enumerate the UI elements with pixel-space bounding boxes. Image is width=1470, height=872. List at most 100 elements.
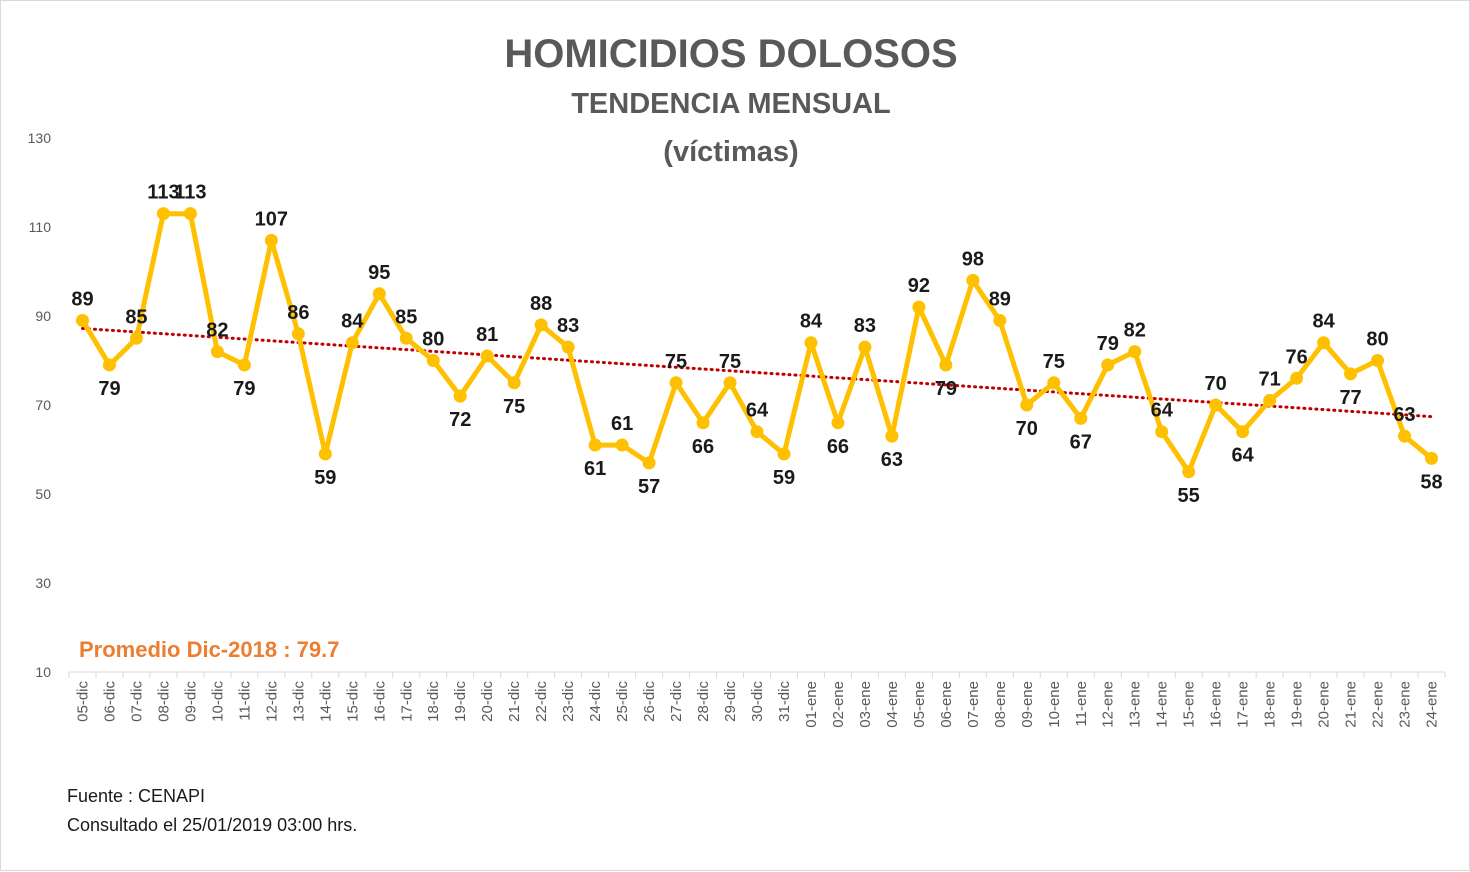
x-tick-label: 15-dic xyxy=(344,681,361,722)
series-layer xyxy=(75,207,1439,479)
data-point xyxy=(534,318,548,332)
data-point xyxy=(966,273,980,287)
x-tick-label: 20-ene xyxy=(1316,681,1333,728)
x-tick-label: 11-ene xyxy=(1073,681,1090,727)
x-tick-label: 17-ene xyxy=(1235,681,1252,728)
data-point xyxy=(102,358,116,372)
y-tick-label: 110 xyxy=(29,219,52,235)
x-tick-label: 05-dic xyxy=(74,681,91,722)
data-label: 75 xyxy=(665,351,687,373)
x-axis: 05-dic 06-dic 07-dic 08-dic 09-dic 10-dic 11-d… xyxy=(68,671,1446,728)
x-tick-label: 28-dic xyxy=(695,681,712,722)
data-label-layer: 8979851131138279107865984958580728175888… xyxy=(71,182,1442,507)
x-tick-label: 20-dic xyxy=(479,681,496,722)
x-tick-label: 17-dic xyxy=(398,681,415,722)
chart-subtitle: TENDENCIA MENSUAL xyxy=(571,88,891,120)
data-point xyxy=(372,287,386,301)
data-label: 70 xyxy=(1205,373,1227,395)
data-label: 107 xyxy=(255,208,288,230)
data-point xyxy=(1020,398,1034,412)
x-tick-label: 12-dic xyxy=(263,681,280,722)
data-point xyxy=(507,376,521,390)
data-label: 55 xyxy=(1178,485,1200,507)
data-point xyxy=(615,438,629,452)
y-axis: 10 30 50 70 90 110 130 xyxy=(28,130,52,680)
data-label: 59 xyxy=(773,467,795,489)
data-point xyxy=(1425,451,1439,465)
data-point xyxy=(1209,398,1223,412)
x-tick-label: 10-ene xyxy=(1046,681,1063,728)
data-label: 92 xyxy=(908,275,930,297)
data-point xyxy=(1317,336,1331,350)
x-tick-label: 13-ene xyxy=(1127,681,1144,728)
data-point xyxy=(237,358,251,372)
x-tick-label: 02-ene xyxy=(830,681,847,728)
x-tick-label: 06-ene xyxy=(938,681,955,728)
data-point xyxy=(1074,411,1088,425)
data-label: 80 xyxy=(1366,329,1388,351)
y-tick-label: 30 xyxy=(35,575,51,591)
x-tick-label: 08-ene xyxy=(992,681,1009,728)
x-tick-label: 24-ene xyxy=(1424,681,1441,728)
y-tick-label: 90 xyxy=(35,308,51,324)
data-label: 98 xyxy=(962,248,984,270)
data-label: 113 xyxy=(147,182,179,204)
x-tick-label: 16-ene xyxy=(1208,681,1225,728)
x-tick-label: 14-dic xyxy=(317,681,334,722)
data-point xyxy=(1155,425,1169,439)
x-tick-label: 23-dic xyxy=(560,681,577,722)
x-tick-label: 09-dic xyxy=(182,681,199,722)
x-tick-label: 10-dic xyxy=(209,681,226,722)
data-label: 64 xyxy=(1151,400,1174,422)
data-point xyxy=(1236,425,1250,439)
data-label: 76 xyxy=(1285,346,1307,368)
data-label: 83 xyxy=(854,315,876,337)
data-point xyxy=(588,438,602,452)
data-point xyxy=(399,331,413,345)
data-point xyxy=(723,376,737,390)
data-point xyxy=(480,349,494,363)
data-label: 64 xyxy=(746,400,769,422)
x-tick-label: 04-ene xyxy=(884,681,901,728)
x-tick-label: 09-ene xyxy=(1019,681,1036,728)
data-label: 86 xyxy=(287,302,309,324)
data-point xyxy=(345,336,359,350)
data-point xyxy=(750,425,764,439)
x-tick-label: 05-ene xyxy=(911,681,928,728)
trendline xyxy=(80,326,1434,419)
data-label: 63 xyxy=(1393,404,1415,426)
x-tick-label: 19-dic xyxy=(452,681,469,722)
y-tick-label: 10 xyxy=(35,664,51,680)
data-label: 59 xyxy=(314,467,336,489)
data-point xyxy=(561,340,575,354)
data-label: 88 xyxy=(530,293,552,315)
data-point xyxy=(777,447,791,461)
x-tick-label: 18-dic xyxy=(425,681,442,722)
x-tick-label: 06-dic xyxy=(101,681,118,722)
data-label: 66 xyxy=(692,436,714,458)
x-tick-label: 31-dic xyxy=(776,681,793,722)
data-label: 113 xyxy=(174,182,206,204)
data-label: 95 xyxy=(368,262,390,284)
x-tick-label: 24-dic xyxy=(587,681,604,722)
data-point xyxy=(939,358,953,372)
x-tick-label: 07-ene xyxy=(965,681,982,728)
data-point xyxy=(1128,345,1142,359)
x-tick-label: 01-ene xyxy=(803,681,820,728)
x-tick-label: 29-dic xyxy=(722,681,739,722)
data-point xyxy=(1263,394,1277,408)
data-label: 84 xyxy=(800,311,823,333)
consulted-note: Consultado el 25/01/2019 03:00 hrs. xyxy=(67,815,358,835)
data-point xyxy=(1290,371,1304,385)
x-tick-label: 22-dic xyxy=(533,681,550,722)
data-label: 77 xyxy=(1339,387,1361,409)
data-point xyxy=(1101,358,1115,372)
data-label: 61 xyxy=(584,458,606,480)
data-label: 81 xyxy=(476,324,498,346)
data-label: 84 xyxy=(1312,311,1335,333)
data-point xyxy=(453,389,467,403)
data-point xyxy=(804,336,818,350)
y-tick-label: 130 xyxy=(28,130,52,146)
data-label: 66 xyxy=(827,436,849,458)
data-label: 89 xyxy=(989,288,1011,310)
